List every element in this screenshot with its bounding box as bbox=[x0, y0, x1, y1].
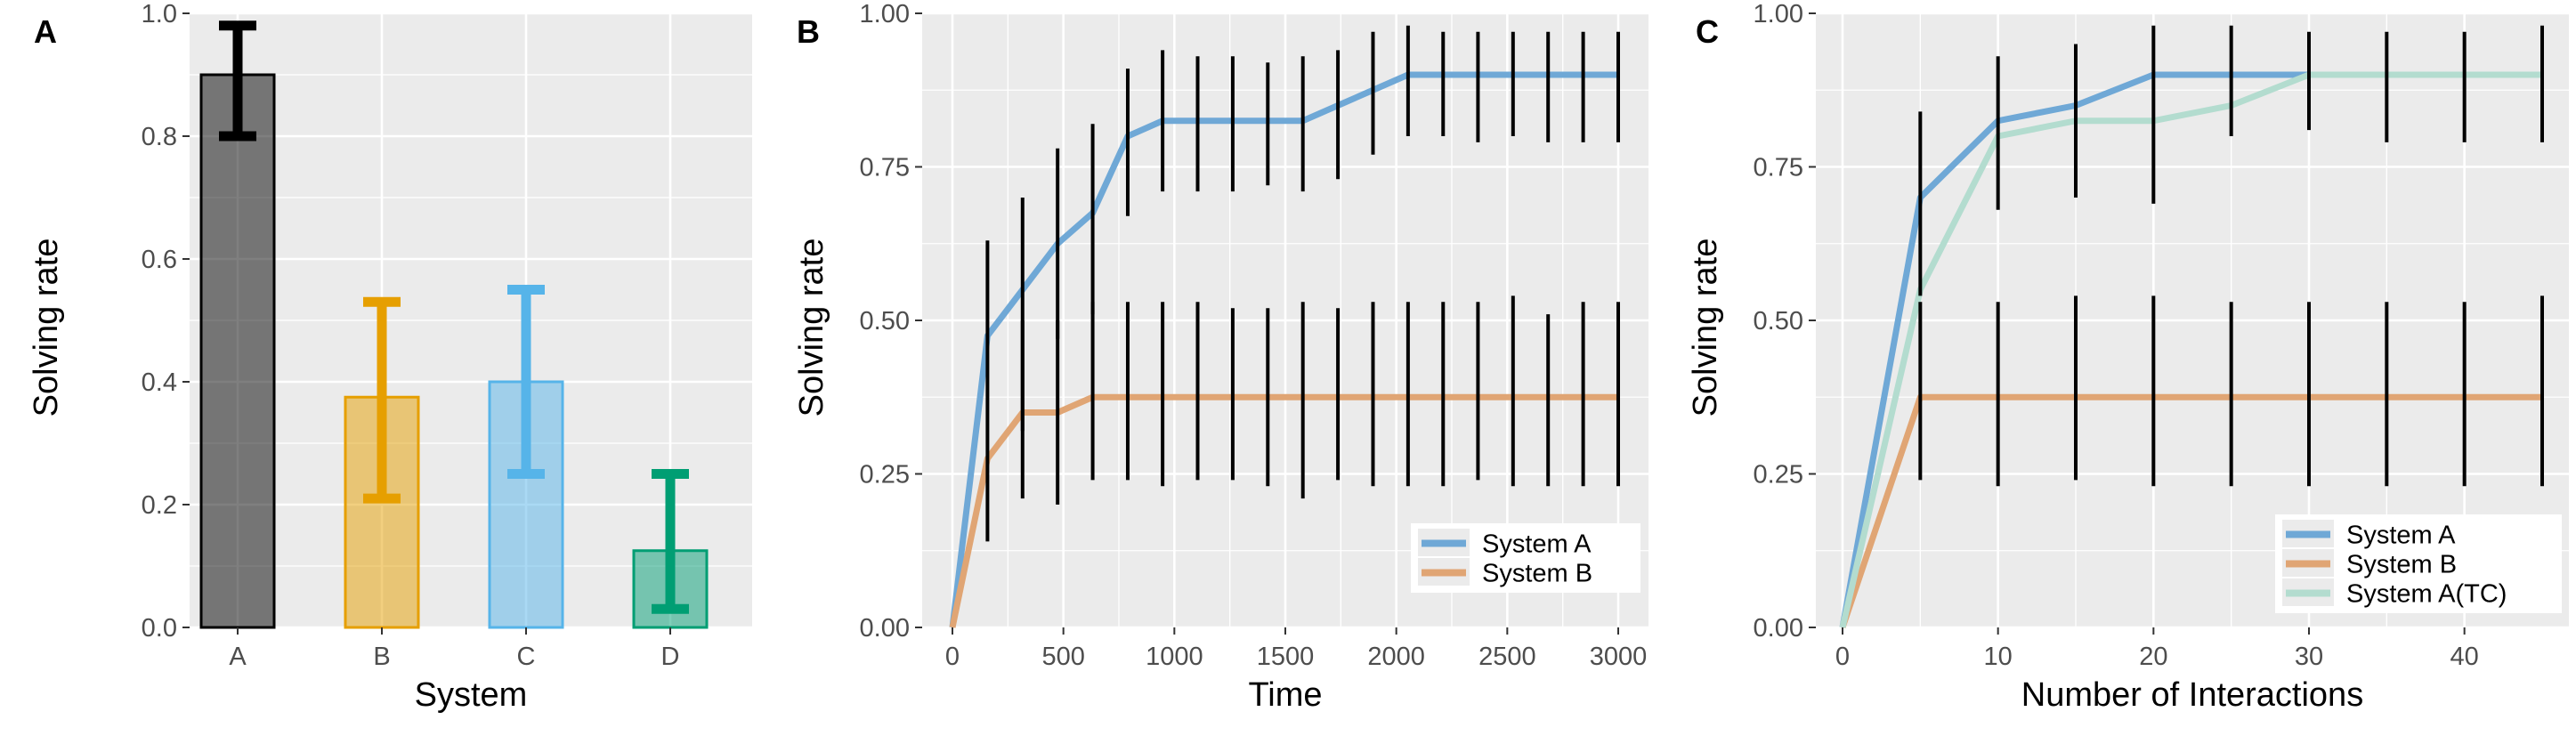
panel-c-line-chart: 0.000.250.500.751.000 10 20 30 40 System ASy… bbox=[1687, 0, 2569, 714]
panel-b-legend-label: System A bbox=[1482, 530, 1592, 559]
panel-b-x-tick-label: 1000 bbox=[1146, 643, 1203, 671]
panel-b-x-tick-label: 2000 bbox=[1367, 643, 1425, 671]
panel-c-ticks: 0.00 0.25 0.50 0.75 1.00 0 10 20 30 40 bbox=[1754, 0, 2479, 671]
panel-b-series bbox=[949, 71, 1618, 628]
panel-label-b: B bbox=[797, 13, 820, 50]
panel-b-x-tick-label: 3000 bbox=[1590, 643, 1648, 671]
panel-b-y-tick-label: 1.00 bbox=[860, 0, 910, 28]
panel-a-y-tick-label: 0.2 bbox=[142, 491, 177, 520]
panel-c-y-tick-label: 0.50 bbox=[1754, 307, 1803, 336]
panel-a-y-tick-label: 0.6 bbox=[142, 246, 177, 274]
panel-c-x-tick-label: 40 bbox=[2450, 643, 2479, 671]
panel-c-x-tick-label: 10 bbox=[1984, 643, 2013, 671]
panel-label-c: C bbox=[1696, 13, 1719, 50]
panel-a-x-tick-label: A bbox=[229, 643, 247, 671]
panel-a-bars bbox=[199, 20, 709, 629]
panel-c-series bbox=[1839, 71, 2542, 629]
panel-c-error-bars bbox=[1918, 25, 2544, 487]
panel-b-x-tick-label: 0 bbox=[945, 643, 960, 671]
panel-c-x-tick-label: 0 bbox=[1835, 643, 1850, 671]
panel-b-series-line-system-b bbox=[949, 393, 1618, 628]
panel-c-y-tick-label: 1.00 bbox=[1754, 0, 1803, 28]
panel-b-x-tick-label: 1500 bbox=[1257, 643, 1315, 671]
panel-c-series-line-system-b bbox=[1839, 393, 2542, 629]
panel-a-x-tick-label: C bbox=[517, 643, 536, 671]
panel-a-bar-chart: 0.0 0.2 0.4 0.6 0.8 1.0 A B C D System Solving ra… bbox=[28, 0, 752, 714]
panel-c-legend-label: System A bbox=[2346, 522, 2456, 550]
panel-a-y-tick-label: 0.4 bbox=[142, 368, 177, 397]
panel-c-y-tick-label: 0.25 bbox=[1754, 461, 1803, 489]
panel-b-y-tick-label: 0.00 bbox=[860, 614, 910, 643]
panel-b-y-tick-label: 0.75 bbox=[860, 154, 910, 182]
panel-a-x-tick-label: B bbox=[373, 643, 390, 671]
panel-c-x-tick-label: 20 bbox=[2139, 643, 2167, 671]
panel-c-legend-label: System B bbox=[2346, 551, 2457, 579]
panel-b-x-axis-label: Time bbox=[1248, 676, 1322, 714]
panel-a-y-tick-label: 0.8 bbox=[142, 123, 177, 151]
panel-b-series-line-system-a bbox=[949, 71, 1618, 628]
panel-c-x-tick-label: 30 bbox=[2295, 643, 2323, 671]
panel-b-y-axis-label: Solving rate bbox=[793, 239, 830, 417]
panel-c-y-tick-label: 0.75 bbox=[1754, 154, 1803, 182]
panel-a-x-axis-label: System bbox=[415, 676, 528, 714]
bar-a bbox=[199, 73, 276, 629]
panel-b-x-tick-label: 500 bbox=[1041, 643, 1084, 671]
panel-b-y-tick-label: 0.25 bbox=[860, 461, 910, 489]
panel-c-series-line-system-a-tc bbox=[1839, 71, 2542, 628]
panel-a-y-tick-label: 1.0 bbox=[142, 0, 177, 28]
panel-a-y-tick-label: 0.0 bbox=[142, 614, 177, 643]
panel-b-ticks: 0.00 0.25 0.50 0.75 1.00 0 500 1000 1500 2000 2500… bbox=[860, 0, 1648, 671]
panel-a-ticks: 0.0 0.2 0.4 0.6 0.8 1.0 A B C D bbox=[142, 0, 680, 671]
panel-label-a: A bbox=[34, 13, 57, 50]
panel-b-error-bars bbox=[985, 25, 1620, 542]
panel-b-x-tick-label: 2500 bbox=[1478, 643, 1536, 671]
panel-a-y-axis-label: Solving rate bbox=[28, 239, 65, 417]
panel-c-y-axis-label: Solving rate bbox=[1687, 239, 1724, 417]
panel-a-x-tick-label: D bbox=[661, 643, 680, 671]
panel-b-line-chart: 0.00 0.25 0.50 0.75 1.00 0 500 1000 1500 2000 2500… bbox=[793, 0, 1648, 714]
panel-c-legend-label: System A(TC) bbox=[2346, 580, 2507, 609]
panel-b-legend-label: System B bbox=[1482, 560, 1592, 588]
panel-c-y-tick-label: 0.00 bbox=[1754, 614, 1803, 643]
panel-b-y-tick-label: 0.50 bbox=[860, 307, 910, 336]
panel-c-x-axis-label: Number of Interactions bbox=[2021, 676, 2363, 714]
